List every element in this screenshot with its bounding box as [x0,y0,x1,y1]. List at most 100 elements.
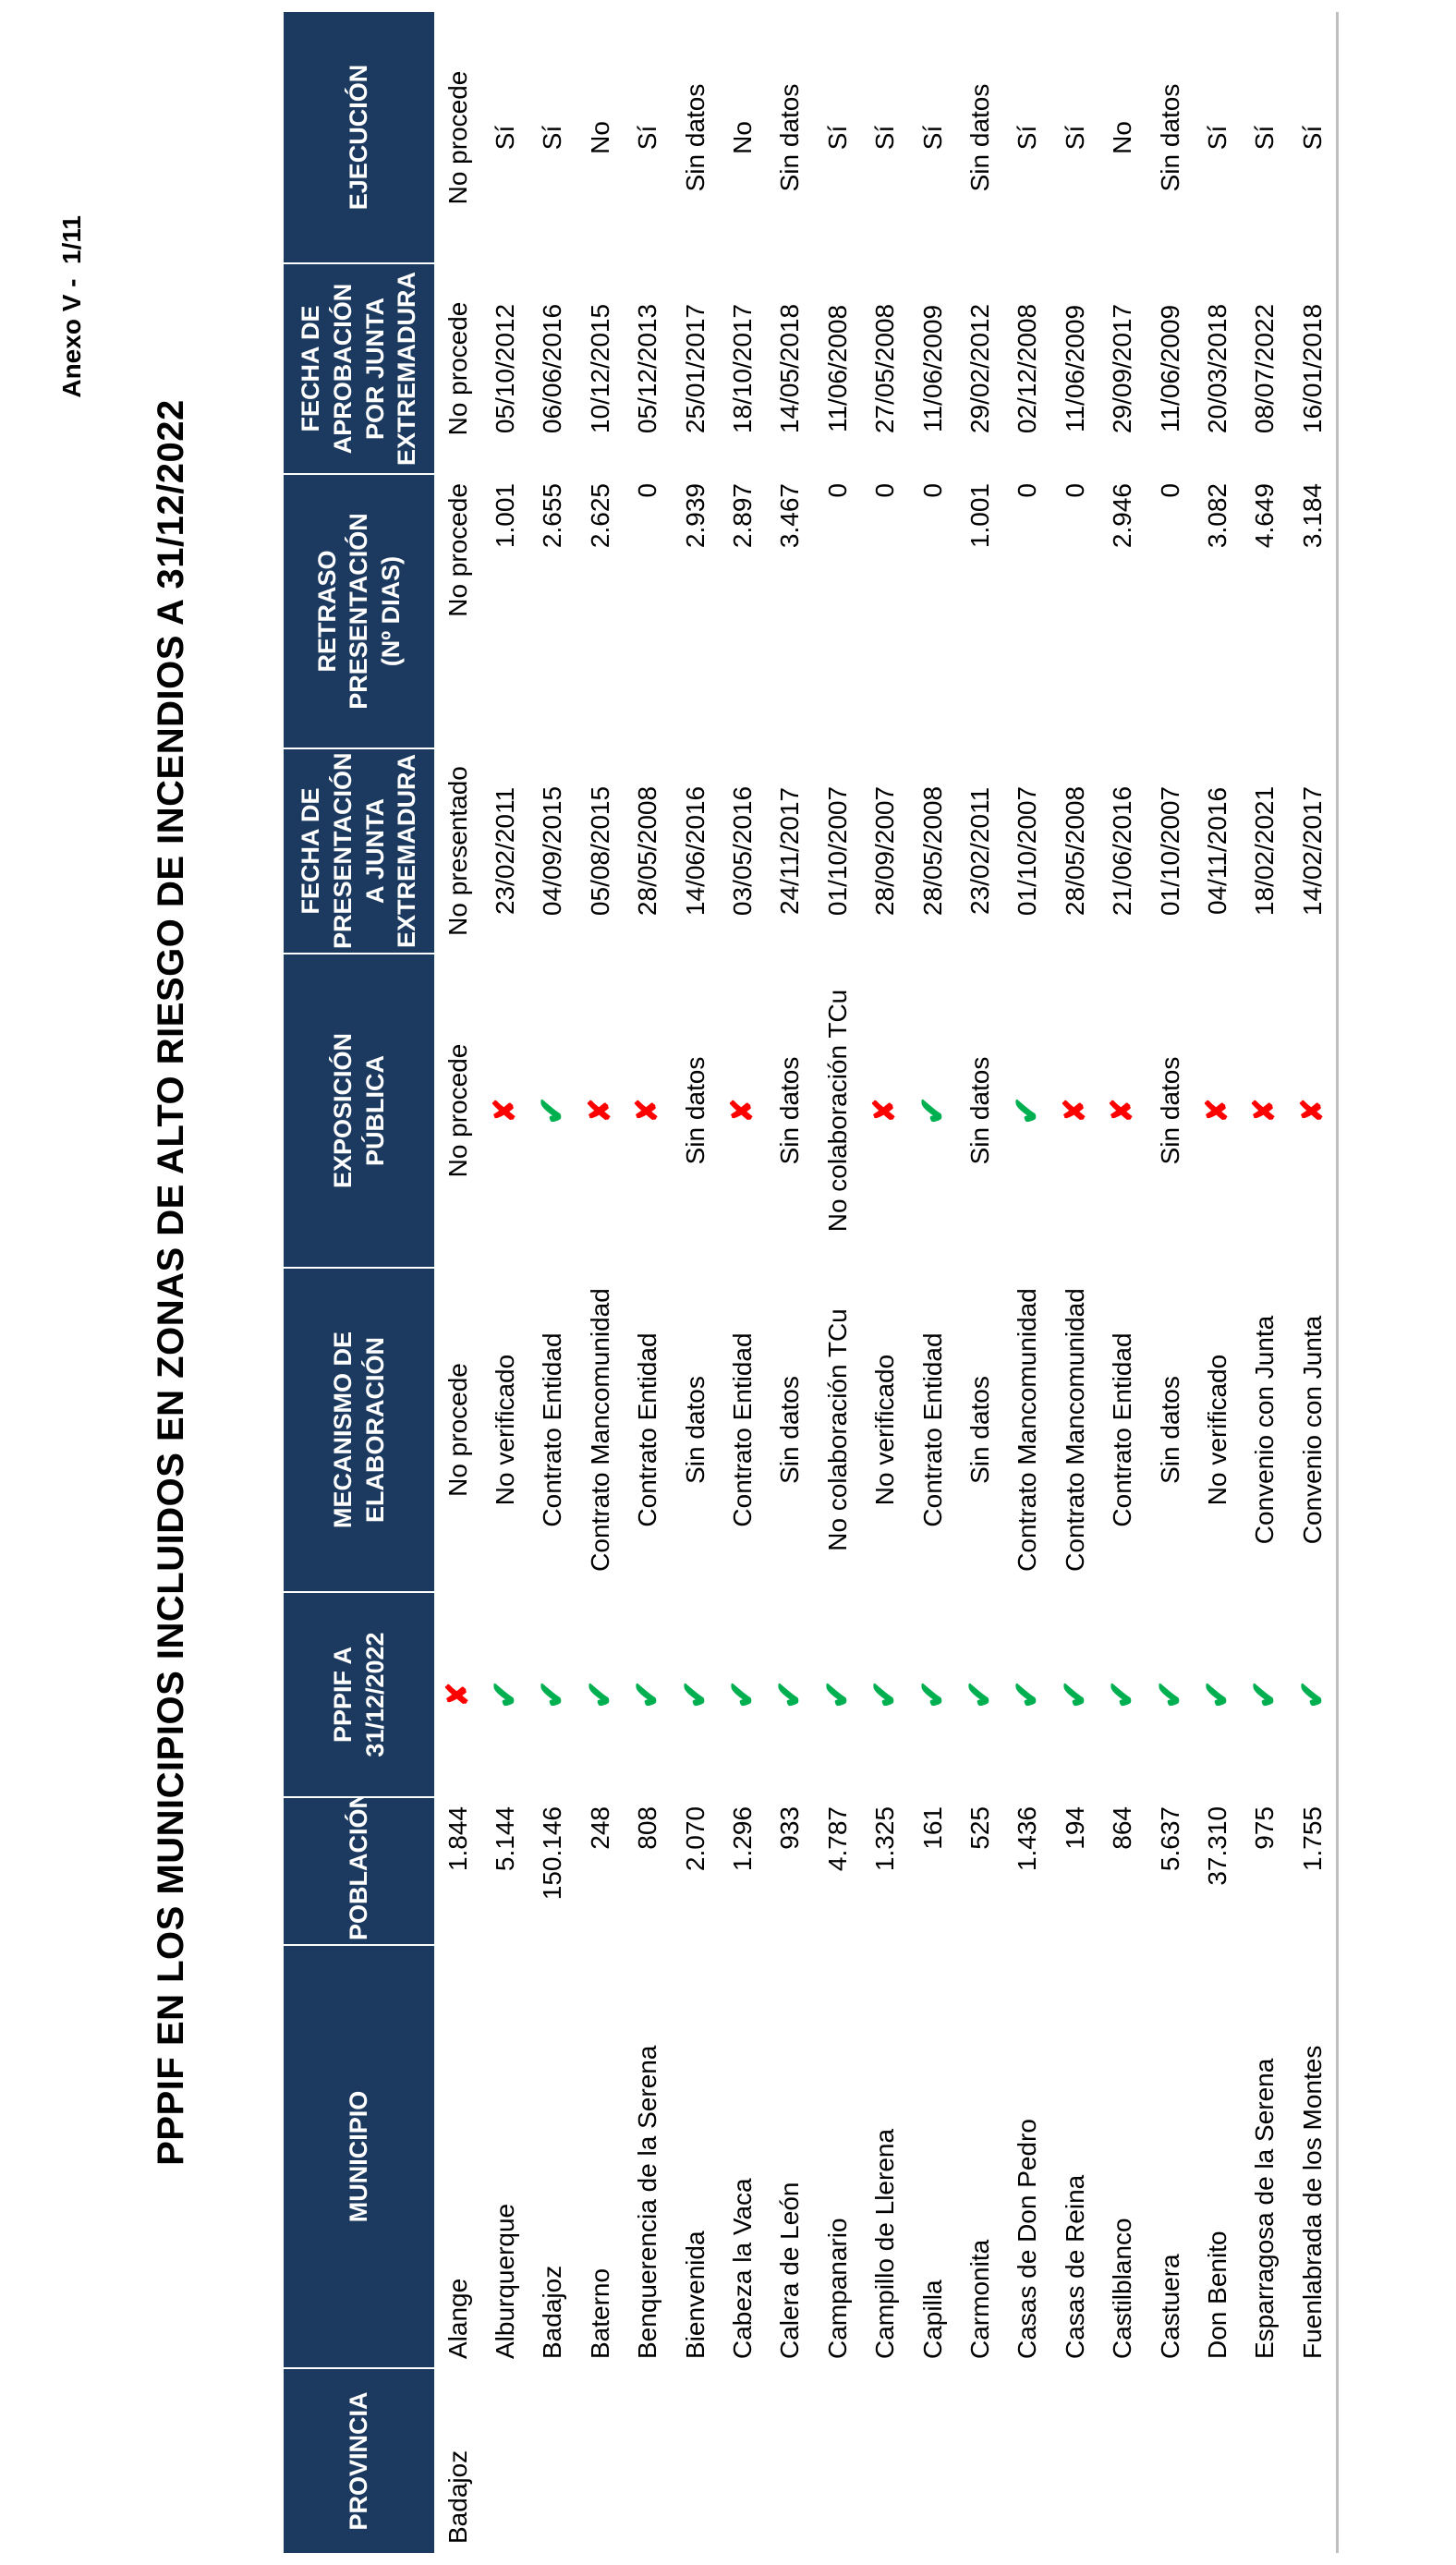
cell-ejecucion: Sí [538,125,567,151]
table-row: Badajoz Alange 1.844 ✘ No procede No procede N… [434,12,481,2553]
cell-municipio: Alburquerque [491,2203,520,2359]
cross-icon: ✘ [1294,1098,1329,1124]
table-row: Badajoz 150.146 ✔ Contrato Entidad ✔ 04/09/20… [529,12,576,2553]
cell-ejecucion: No procede [443,70,472,205]
cross-icon: ✘ [440,1682,474,1708]
table-row: Alburquerque 5.144 ✔ No verificado ✘ 23/02/20… [481,12,528,2553]
cell-provincia [1098,2368,1146,2553]
cell-ejecucion: Sí [870,125,900,151]
cross-icon: ✘ [582,1098,616,1124]
cell-pppif: ✔ [672,1592,719,1797]
cell-pppif: ✔ [529,1592,576,1797]
cell-ejecucion: Sí [1250,125,1280,151]
cross-icon: ✘ [725,1098,759,1124]
cell-retraso: 2.625 [585,483,614,549]
cell-fecha-presentacion: 03/05/2016 [728,785,758,917]
cell-municipio: Castilblanco [1108,2218,1137,2359]
cell-municipio: Capilla [917,2279,947,2359]
cell-ejecucion: No [1108,121,1137,154]
cell-fecha-aprobacion: 29/02/2012 [965,303,994,434]
cell-fecha-aprobacion: 16/01/2018 [1297,303,1327,434]
table-row: Baterno 248 ✔ Contrato Mancomunidad ✘ 05/08/2… [576,12,624,2553]
cell-exposicion: ✔ [1004,954,1051,1268]
check-icon: ✔ [1008,1680,1048,1709]
table-row: Casas de Reina 194 ✔ Contrato Mancomunidad ✘… [1051,12,1098,2553]
cell-retraso: 0 [917,483,947,498]
col-header-retraso: RETRASO PRESENTACIÓN (Nº DIAS) [284,474,434,748]
cell-fecha-aprobacion: 05/12/2013 [633,303,662,434]
cell-mecanismo: No verificado [1202,1354,1232,1506]
table-row: Benquerencia de la Serena 808 ✔ Contrato En… [625,12,672,2553]
cell-provincia [814,2368,861,2553]
cell-exposicion: ✘ [1098,954,1146,1268]
cell-ejecucion: Sí [1013,125,1042,151]
cell-fecha-presentacion: 04/09/2015 [538,785,567,917]
cell-fecha-presentacion: No presentado [443,766,472,936]
cell-provincia [862,2368,909,2553]
cell-pppif: ✔ [767,1592,814,1797]
cell-ejecucion: Sin datos [965,83,994,192]
cell-mecanismo: Contrato Mancomunidad [1013,1288,1042,1572]
cell-retraso: 2.897 [728,483,758,549]
cell-fecha-aprobacion: 02/12/2008 [1013,303,1042,434]
check-icon: ✔ [675,1680,715,1709]
cell-pppif: ✔ [862,1592,909,1797]
cell-exposicion: Sin datos [1155,1056,1184,1165]
cell-exposicion: ✘ [719,954,766,1268]
cell-fecha-aprobacion: 20/03/2018 [1202,303,1232,434]
cell-exposicion: No procede [443,1043,472,1178]
table-row: Bienvenida 2.070 ✔ Sin datos Sin datos 14/06/… [672,12,719,2553]
cell-fecha-aprobacion: 11/06/2008 [822,304,852,433]
cell-retraso: 1.001 [491,483,520,549]
check-icon: ✔ [628,1680,668,1709]
table-row: Esparragosa de la Serena 975 ✔ Convenio con… [1242,12,1289,2553]
cell-mecanismo: Convenio con Junta [1297,1315,1327,1545]
cell-retraso: 3.082 [1202,483,1232,549]
table-row: Don Benito 37.310 ✔ No verificado ✘ 04/11/201… [1194,12,1241,2553]
cell-municipio: Baterno [585,2267,614,2359]
cell-provincia [625,2368,672,2553]
cell-exposicion: ✘ [1289,954,1338,1268]
cell-fecha-aprobacion: 11/06/2009 [1060,304,1089,433]
cell-mecanismo: Contrato Entidad [1108,1332,1137,1527]
cell-poblacion: 1.844 [443,1806,472,1872]
cell-fecha-aprobacion: No procede [443,301,472,436]
cell-pppif: ✔ [1289,1592,1338,1797]
cell-fecha-presentacion: 28/09/2007 [870,785,900,917]
check-icon: ✔ [913,1096,952,1125]
cell-pppif: ✔ [1098,1592,1146,1797]
cell-provincia [1242,2368,1289,2553]
check-icon: ✔ [770,1680,810,1709]
cell-mecanismo: Sin datos [1155,1376,1184,1484]
cell-fecha-aprobacion: 11/06/2009 [917,304,947,433]
cell-fecha-aprobacion: 06/06/2016 [538,303,567,434]
table-row: Campanario 4.787 ✔ No colaboración TCu No co… [814,12,861,2553]
cell-fecha-presentacion: 18/02/2021 [1250,785,1280,917]
cell-pppif: ✔ [625,1592,672,1797]
cell-poblacion: 1.296 [728,1806,758,1872]
col-header-pppif: PPPIF A 31/12/2022 [284,1592,434,1797]
col-header-fecha-presentacion: FECHA DE PRESENTACIÓN A JUNTA EXTREMADUR… [284,748,434,954]
cell-fecha-presentacion: 24/11/2017 [775,786,805,916]
check-icon: ✔ [1103,1680,1143,1709]
cell-mecanismo: Sin datos [775,1376,805,1484]
cell-mecanismo: No verificado [870,1354,900,1506]
cell-provincia [481,2368,528,2553]
check-icon: ✔ [1008,1096,1048,1125]
cell-fecha-presentacion: 23/02/2011 [965,786,994,916]
cell-municipio: Badajoz [538,2265,567,2359]
table-wrap: PROVINCIA MUNICIPIO POBLACIÓN PPPIF A 31… [284,12,1340,2553]
check-icon: ✔ [533,1680,573,1709]
cell-poblacion: 37.310 [1202,1806,1232,1886]
table-row: Fuenlabrada de los Montes 1.755 ✔ Convenio … [1289,12,1338,2553]
cell-provincia [576,2368,624,2553]
cell-fecha-presentacion: 05/08/2015 [585,785,614,917]
cell-fecha-aprobacion: 11/06/2009 [1155,304,1184,433]
cell-ejecucion: Sí [1060,125,1089,151]
cell-provincia [956,2368,1003,2553]
cell-fecha-presentacion: 01/10/2007 [1013,785,1042,917]
cell-provincia: Badajoz [443,2450,472,2544]
cell-ejecucion: Sí [491,125,520,151]
table-row: Carmonita 525 ✔ Sin datos Sin datos 23/02/201… [956,12,1003,2553]
